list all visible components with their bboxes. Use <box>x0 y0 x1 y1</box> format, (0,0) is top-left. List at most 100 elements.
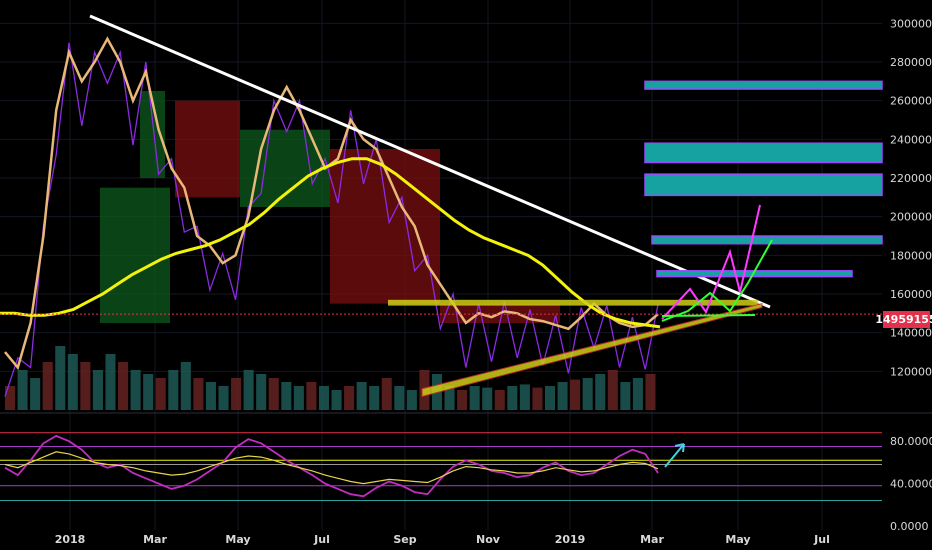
volume-bar <box>293 386 304 410</box>
purple-indicator-line <box>4 42 659 397</box>
target-box <box>644 80 883 90</box>
osc-tick-label: 0.0000 <box>890 520 929 533</box>
volume-bar <box>80 362 91 410</box>
last-price-badge-bg <box>883 311 930 328</box>
oscillator-panel <box>0 432 882 502</box>
volume-bar <box>92 370 103 410</box>
time-tick-label: Nov <box>476 533 501 546</box>
price-tick-label: 30000000 <box>890 17 932 30</box>
price-tick-label: 14000000 <box>890 327 932 340</box>
osc-line <box>4 434 659 498</box>
volume-bar <box>457 390 468 410</box>
volume-bar <box>344 386 355 410</box>
ichimoku-cloud <box>100 91 560 323</box>
volume-bar <box>544 386 556 410</box>
volume-bar <box>595 374 606 410</box>
volume-bar <box>180 362 191 410</box>
volume-bar <box>394 386 405 410</box>
price-tick-label: 26000000 <box>890 95 932 108</box>
target-box <box>651 235 883 245</box>
volume-bar <box>118 362 129 410</box>
time-tick-label: Jul <box>813 533 830 546</box>
price-tick-label: 22000000 <box>890 172 932 185</box>
volume-bar <box>218 386 229 410</box>
volume-bar <box>281 382 292 410</box>
volume-bar <box>243 370 254 410</box>
volume-bar <box>469 386 480 410</box>
time-tick-label: 2018 <box>55 533 86 546</box>
volume-bar <box>331 390 342 410</box>
time-tick-label: Mar <box>640 533 664 546</box>
oscillator-axis: 80.0000 40.0000 0.0000 <box>890 435 932 533</box>
volume-bar <box>607 370 618 410</box>
volume-bar <box>130 370 141 410</box>
volume-bar <box>105 354 116 410</box>
price-tick-label: 24000000 <box>890 133 932 146</box>
cloud-segment <box>330 149 440 304</box>
volume-bar <box>582 378 593 410</box>
projection-base <box>661 314 756 317</box>
price-tick-label: 18000000 <box>890 249 932 262</box>
volume-bar <box>231 378 242 410</box>
projection-green <box>661 239 773 322</box>
volume-bar <box>205 382 216 410</box>
volume-bar <box>444 386 455 410</box>
last-price-badge: 14959155 <box>875 311 932 328</box>
resistance-band <box>388 299 758 306</box>
volume-bar <box>155 378 166 410</box>
osc-tick-label: 40.0000 <box>890 478 932 491</box>
volume-bar <box>256 374 267 410</box>
target-box <box>644 142 883 164</box>
volume-bar <box>30 378 41 410</box>
volume-bar <box>168 370 179 410</box>
price-axis: 30000000 28000000 26000000 24000000 22000000… <box>890 17 932 378</box>
volume-bar <box>67 354 78 410</box>
resistance-trendline <box>89 14 771 309</box>
volume-bar <box>494 390 505 410</box>
volume-bar <box>632 378 643 410</box>
volume-bar <box>381 378 392 410</box>
time-tick-label: May <box>725 533 750 546</box>
cloud-segment <box>175 100 240 198</box>
time-tick-label: May <box>225 533 250 546</box>
volume-bar <box>570 379 581 410</box>
volume-bar <box>482 387 493 410</box>
volume-bar <box>55 346 66 410</box>
volume-bar <box>17 370 28 410</box>
volume-bar <box>193 378 204 410</box>
target-box <box>644 173 883 197</box>
drawings <box>0 14 883 398</box>
volume-bar <box>645 374 656 410</box>
volume-bar <box>318 386 329 410</box>
purple-line <box>4 42 659 397</box>
volume-bar <box>519 384 530 410</box>
osc-line <box>4 451 659 485</box>
price-tick-label: 20000000 <box>890 211 932 224</box>
volume-bar <box>42 362 53 410</box>
volume-bar <box>620 382 631 410</box>
volume-bar <box>406 390 417 410</box>
time-tick-label: 2019 <box>555 533 586 546</box>
support-wedge <box>421 303 763 398</box>
cloud-segment <box>100 187 170 323</box>
volume-bar <box>369 386 380 410</box>
volume-bar <box>507 386 518 410</box>
volume-bar <box>557 382 568 410</box>
moving-average <box>0 157 661 329</box>
volume-bar <box>532 387 543 410</box>
time-tick-label: Sep <box>393 533 416 546</box>
time-axis: 2018 Mar May Jul Sep Nov 2019 Mar May Jul <box>55 533 830 546</box>
volume-bar <box>143 374 154 410</box>
price-tick-label: 12000000 <box>890 365 932 378</box>
time-tick-label: Mar <box>143 533 167 546</box>
ma-line <box>0 157 661 329</box>
price-tick-label: 16000000 <box>890 288 932 301</box>
volume-bars <box>5 346 656 410</box>
price-tick-label: 28000000 <box>890 56 932 69</box>
volume-bar <box>268 378 279 410</box>
projection-pink <box>661 204 761 320</box>
volume-bar <box>5 386 16 410</box>
last-price-label: 14959155 <box>875 313 932 326</box>
volume-bar <box>306 382 317 410</box>
